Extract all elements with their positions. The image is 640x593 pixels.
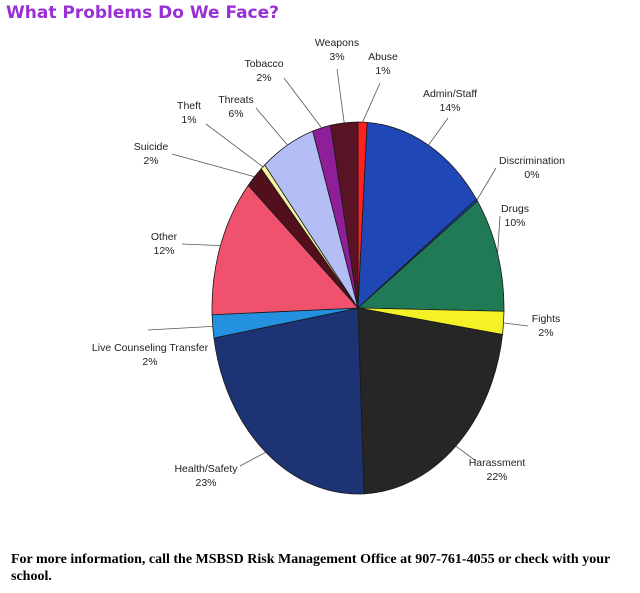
slice-value-live-counseling-transfer: 2% <box>142 356 157 368</box>
leader-line-suicide <box>171 153 255 178</box>
slice-value-drugs: 10% <box>504 217 525 229</box>
slice-label-threats: Threats <box>218 94 254 106</box>
leader-line-tobacco <box>283 77 322 129</box>
slice-label-fights: Fights <box>532 313 561 325</box>
leader-line-drugs <box>497 215 501 254</box>
slice-label-weapons: Weapons <box>315 37 359 49</box>
slice-value-fights: 2% <box>538 327 553 339</box>
slice-label-discrimination: Discrimination <box>499 155 565 167</box>
pie-slice-drugs <box>356 200 505 312</box>
leader-line-harassment <box>455 445 477 462</box>
pie-slice-harassment <box>357 307 503 495</box>
leader-line-discrimination <box>476 167 497 201</box>
slice-label-harassment: Harassment <box>469 457 526 469</box>
slice-label-drugs: Drugs <box>501 203 529 215</box>
leader-line-health-safety <box>239 451 266 467</box>
slice-value-abuse: 1% <box>375 65 390 77</box>
leader-line-admin-staff <box>428 117 449 146</box>
slice-value-harassment: 22% <box>486 471 507 483</box>
slice-value-health-safety: 23% <box>195 477 216 489</box>
leader-line-live-counseling-transfer <box>147 326 213 331</box>
slice-value-admin-staff: 14% <box>439 102 460 114</box>
leader-line-fights <box>503 322 529 327</box>
slice-label-live-counseling-transfer: Live Counseling Transfer <box>92 342 209 354</box>
slice-label-abuse: Abuse <box>368 51 398 63</box>
slice-value-weapons: 3% <box>329 51 344 63</box>
slice-label-other: Other <box>151 231 178 243</box>
leader-line-threats <box>255 107 288 146</box>
leader-line-theft <box>205 123 264 168</box>
slice-value-other: 12% <box>153 245 174 257</box>
leader-line-abuse <box>362 82 381 123</box>
pie-chart: Abuse 1% Admin/Staff 14% Discrimination 0% Dru… <box>92 37 565 495</box>
pie-slice-other <box>211 184 359 316</box>
pie-slice-weapons <box>330 121 359 309</box>
slice-value-theft: 1% <box>181 114 196 126</box>
slice-value-threats: 6% <box>228 108 243 120</box>
pie-slice-admin-staff <box>357 121 477 309</box>
slice-value-suicide: 2% <box>143 155 158 167</box>
page-title: What Problems Do We Face? <box>6 3 280 23</box>
slice-label-admin-staff: Admin/Staff <box>423 88 477 100</box>
footer-info: For more information, call the MSBSD Ris… <box>11 552 610 584</box>
slice-label-suicide: Suicide <box>134 141 169 153</box>
slice-label-tobacco: Tobacco <box>244 58 283 70</box>
slice-label-theft: Theft <box>177 100 201 112</box>
leader-line-other <box>181 243 221 246</box>
slice-value-discrimination: 0% <box>524 169 539 181</box>
slice-value-tobacco: 2% <box>256 72 271 84</box>
slice-label-health-safety: Health/Safety <box>174 463 238 475</box>
leader-line-weapons <box>336 68 345 123</box>
